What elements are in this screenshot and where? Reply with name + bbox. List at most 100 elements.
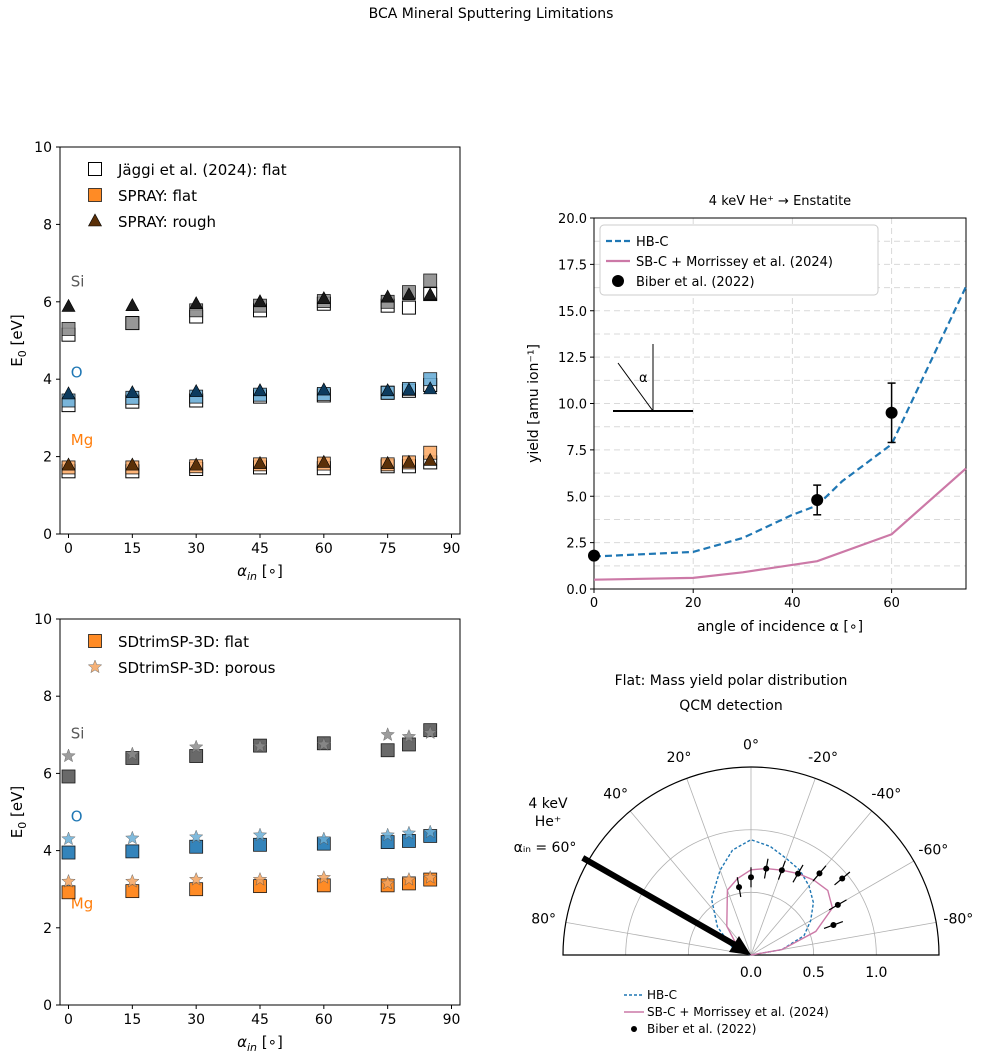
data-point <box>380 455 395 469</box>
incidence-arrowhead <box>729 936 751 955</box>
radial-tick-label: 0.0 <box>740 965 762 981</box>
polar-data-point <box>748 874 754 881</box>
legend-marker <box>631 1026 637 1032</box>
series-1 <box>61 273 438 475</box>
legend-label: SPRAY: rough <box>118 213 216 231</box>
x-tick-label: 60 <box>315 541 333 557</box>
legend-marker <box>87 659 103 674</box>
data-point <box>401 825 417 840</box>
y-tick-label: 15.0 <box>558 305 587 320</box>
y-tick-label: 2 <box>43 921 52 937</box>
angle-tick-label: 0° <box>743 737 759 753</box>
data-point <box>253 837 267 852</box>
data-point <box>61 298 76 312</box>
polar-data-point <box>795 870 801 877</box>
y-tick-label: 6 <box>43 766 52 782</box>
legend: SDtrimSP-3D: flat SDtrimSP-3D: porous <box>87 633 276 677</box>
polar-data-point <box>830 921 837 928</box>
data-point <box>189 383 204 397</box>
angle-tick-label: 20° <box>667 750 692 766</box>
data-point <box>401 287 416 301</box>
group-label-si: Si <box>71 725 85 743</box>
x-tick-label: 75 <box>379 1012 397 1028</box>
data-point <box>189 882 204 897</box>
legend-frame <box>599 224 879 296</box>
legend-label: Biber et al. (2022) <box>636 275 755 290</box>
legend-marker <box>88 188 102 202</box>
x-tick-label: 20 <box>685 596 702 611</box>
y-tick-label: 4 <box>43 844 52 860</box>
y-axis-label: yield [amu ion⁻¹] <box>526 344 542 463</box>
polar-spoke <box>629 810 752 956</box>
data-point <box>188 871 204 886</box>
data-point <box>252 294 268 308</box>
y-tick-label: 10 <box>34 140 52 156</box>
data-point <box>125 884 140 899</box>
x-axis-label: αin [∘] <box>237 1033 283 1054</box>
axes-frame <box>59 146 461 535</box>
y-tick-label: 5.0 <box>566 490 587 505</box>
data-point <box>423 273 438 288</box>
polar-series-0 <box>710 838 815 956</box>
y-tick-label: 0.0 <box>566 583 587 598</box>
angle-tick-label: -20° <box>808 750 838 766</box>
y-axis-label: E0 [eV] <box>8 786 29 838</box>
data-point <box>61 769 76 784</box>
legend-label: Biber et al. (2022) <box>647 1022 756 1036</box>
data-point <box>61 873 76 888</box>
group-label-o: O <box>71 808 83 826</box>
x-tick-label: 0 <box>64 541 73 557</box>
group-label-mg: Mg <box>71 895 93 913</box>
legend: HB-C SB-C + Morrissey et al. (2024) Biber … <box>599 224 879 296</box>
data-point <box>401 382 416 396</box>
page-header: BCA Mineral Sputtering Limitations <box>368 6 614 22</box>
data-point <box>380 743 395 758</box>
data-point <box>316 291 331 305</box>
data-point <box>125 385 140 399</box>
data-point <box>125 830 140 845</box>
y-tick-label: 4 <box>43 372 52 388</box>
x-tick-label: 60 <box>883 596 900 611</box>
scatter-panel-bottom-left: 0 15 30 45 60 75 90 0 2 4 6 8 10 αin [∘] E0 [eV] Si O Mg S… <box>8 612 461 1054</box>
legend-label: SDtrimSP-3D: flat <box>118 633 249 651</box>
data-point <box>422 824 438 839</box>
y-tick-label: 20.0 <box>558 212 587 227</box>
data-point <box>380 875 395 890</box>
data-point <box>423 452 438 466</box>
legend-label: SPRAY: flat <box>118 187 197 205</box>
legend-marker <box>612 275 624 287</box>
x-tick-label: 45 <box>251 541 269 557</box>
legend-label: SB-C + Morrissey et al. (2024) <box>647 1005 829 1019</box>
data-point <box>316 736 332 751</box>
inset-beam <box>617 362 654 412</box>
x-tick-label: 30 <box>187 1012 205 1028</box>
y-tick-label: 2.5 <box>566 537 587 552</box>
legend-marker <box>88 634 102 648</box>
incidence-label: 4 keV <box>528 796 568 812</box>
group-label-o: O <box>71 363 83 381</box>
data-point <box>125 844 140 859</box>
data-point <box>252 827 268 842</box>
polar-data-point <box>816 870 823 877</box>
group-label-si: Si <box>71 272 85 290</box>
data-point <box>316 831 332 846</box>
data-point <box>380 289 395 303</box>
series-line-1 <box>593 467 967 581</box>
data-point <box>61 457 76 471</box>
legend-label: SB-C + Morrissey et al. (2024) <box>636 255 833 270</box>
polar-ring <box>687 891 815 956</box>
angle-tick-label: -60° <box>918 843 948 859</box>
polar-data-point <box>736 884 743 891</box>
data-point <box>885 406 898 419</box>
y-tick-label: 7.5 <box>566 444 587 459</box>
data-point <box>811 493 824 506</box>
y-axis-label: E0 [eV] <box>8 314 29 366</box>
incidence-arrow <box>581 855 739 949</box>
data-point <box>380 827 395 842</box>
data-point <box>61 845 76 860</box>
angle-tick-label: -40° <box>871 787 901 803</box>
polar-data-point <box>778 867 785 874</box>
data-point <box>189 457 204 471</box>
polar-subtitle: QCM detection <box>679 698 782 714</box>
